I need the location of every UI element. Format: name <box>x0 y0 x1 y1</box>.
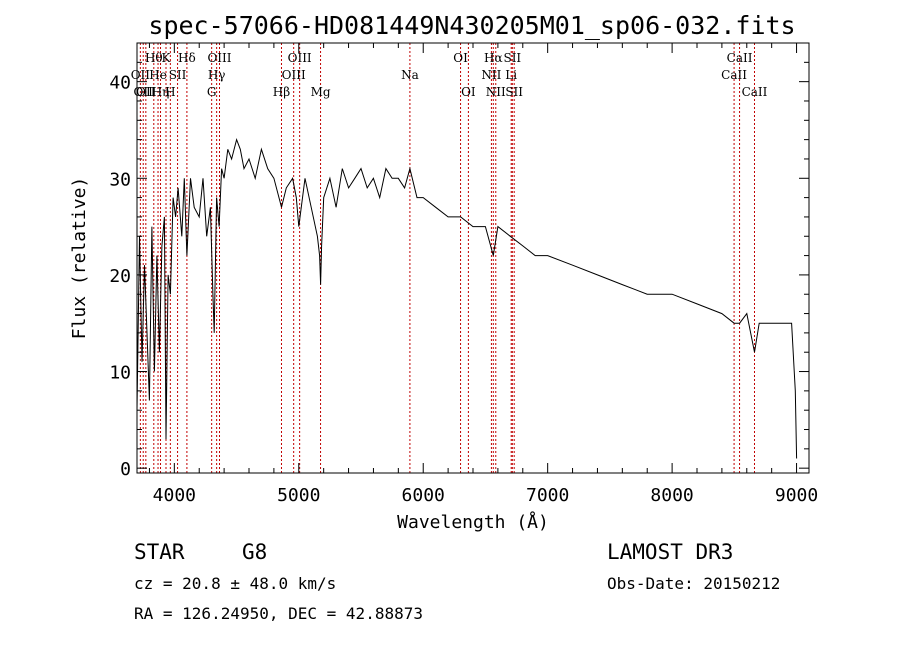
plot-frame <box>136 42 810 474</box>
x-tick-label: 4000 <box>153 485 196 506</box>
y-tick-label: 30 <box>109 169 131 190</box>
chart-title: spec-57066-HD081449N430205M01_sp06-032.f… <box>148 11 795 40</box>
spectral-line-label: OII <box>131 68 151 82</box>
spectral-line-label: SII <box>169 68 187 82</box>
spectral-line-label: CaII <box>727 51 753 65</box>
spectral-line-label: Hδ <box>178 51 196 65</box>
y-tick-label: 20 <box>109 266 131 287</box>
spectral-line-label: Hγ <box>208 68 226 82</box>
spectral-line-label: OII <box>136 85 156 99</box>
spectral-line-label: G <box>207 85 217 99</box>
survey-name: LAMOST DR3 <box>607 540 733 564</box>
spectral-line-label: OI <box>453 51 468 65</box>
spectral-line-label: NII <box>481 68 501 82</box>
y-tick-label: 0 <box>120 459 131 480</box>
observation-date: Obs-Date: 20150212 <box>607 574 780 593</box>
spectral-line-label: He <box>149 68 167 82</box>
spectral-line-label: NII <box>486 85 506 99</box>
spectral-line-label: OIII <box>282 68 306 82</box>
y-tick-label: 40 <box>109 73 131 94</box>
x-axis: 4000 5000 6000 7000 8000 9000 <box>148 43 818 506</box>
spectral-line-label: Hη <box>152 85 170 99</box>
spectral-line-labels: OIIOIIOIIHθHeHηKHSIIHδGHγOIIIHβOIIIOIIIM… <box>131 51 768 99</box>
spectral-line-label: H <box>165 85 175 99</box>
spectral-line-label: K <box>162 51 172 65</box>
spectral-line-label: Na <box>401 68 419 82</box>
spectral-line-label: CaII <box>721 68 747 82</box>
spectral-line-label: Mg <box>311 85 331 99</box>
x-axis-label: Wavelength (Å) <box>397 511 549 533</box>
spectral-lines-layer <box>139 43 755 473</box>
y-tick-label: 10 <box>109 363 131 384</box>
redshift-cz: cz = 20.8 ± 48.0 km/s <box>134 574 336 593</box>
coordinates: RA = 126.24950, DEC = 42.88873 <box>134 604 423 623</box>
x-tick-label: 6000 <box>402 485 445 506</box>
x-tick-label: 7000 <box>526 485 569 506</box>
spectral-line-label: Hβ <box>273 85 290 99</box>
spectrum-series <box>136 137 798 459</box>
object-class: STAR <box>134 540 185 564</box>
x-tick-label: 8000 <box>650 485 693 506</box>
y-axis-label: Flux (relative) <box>69 177 90 340</box>
spectral-line-label: OI <box>461 85 476 99</box>
x-tick-label: 5000 <box>277 485 320 506</box>
spectral-line-label: OIII <box>207 51 231 65</box>
x-tick-label: 9000 <box>775 485 818 506</box>
spectral-line-label: Hα <box>484 51 503 65</box>
spectral-line-label: Li <box>505 68 517 82</box>
spectral-line-label: OII <box>134 85 154 99</box>
spectral-line-label: CaII <box>742 85 768 99</box>
spectral-line-label: Hθ <box>145 51 163 65</box>
y-axis: 0 10 20 30 40 <box>109 61 809 480</box>
spectral-line-label: SII <box>503 51 521 65</box>
spectral-line-label: OIII <box>288 51 312 65</box>
spectral-line-label: SII <box>505 85 523 99</box>
object-subclass: G8 <box>242 540 267 564</box>
